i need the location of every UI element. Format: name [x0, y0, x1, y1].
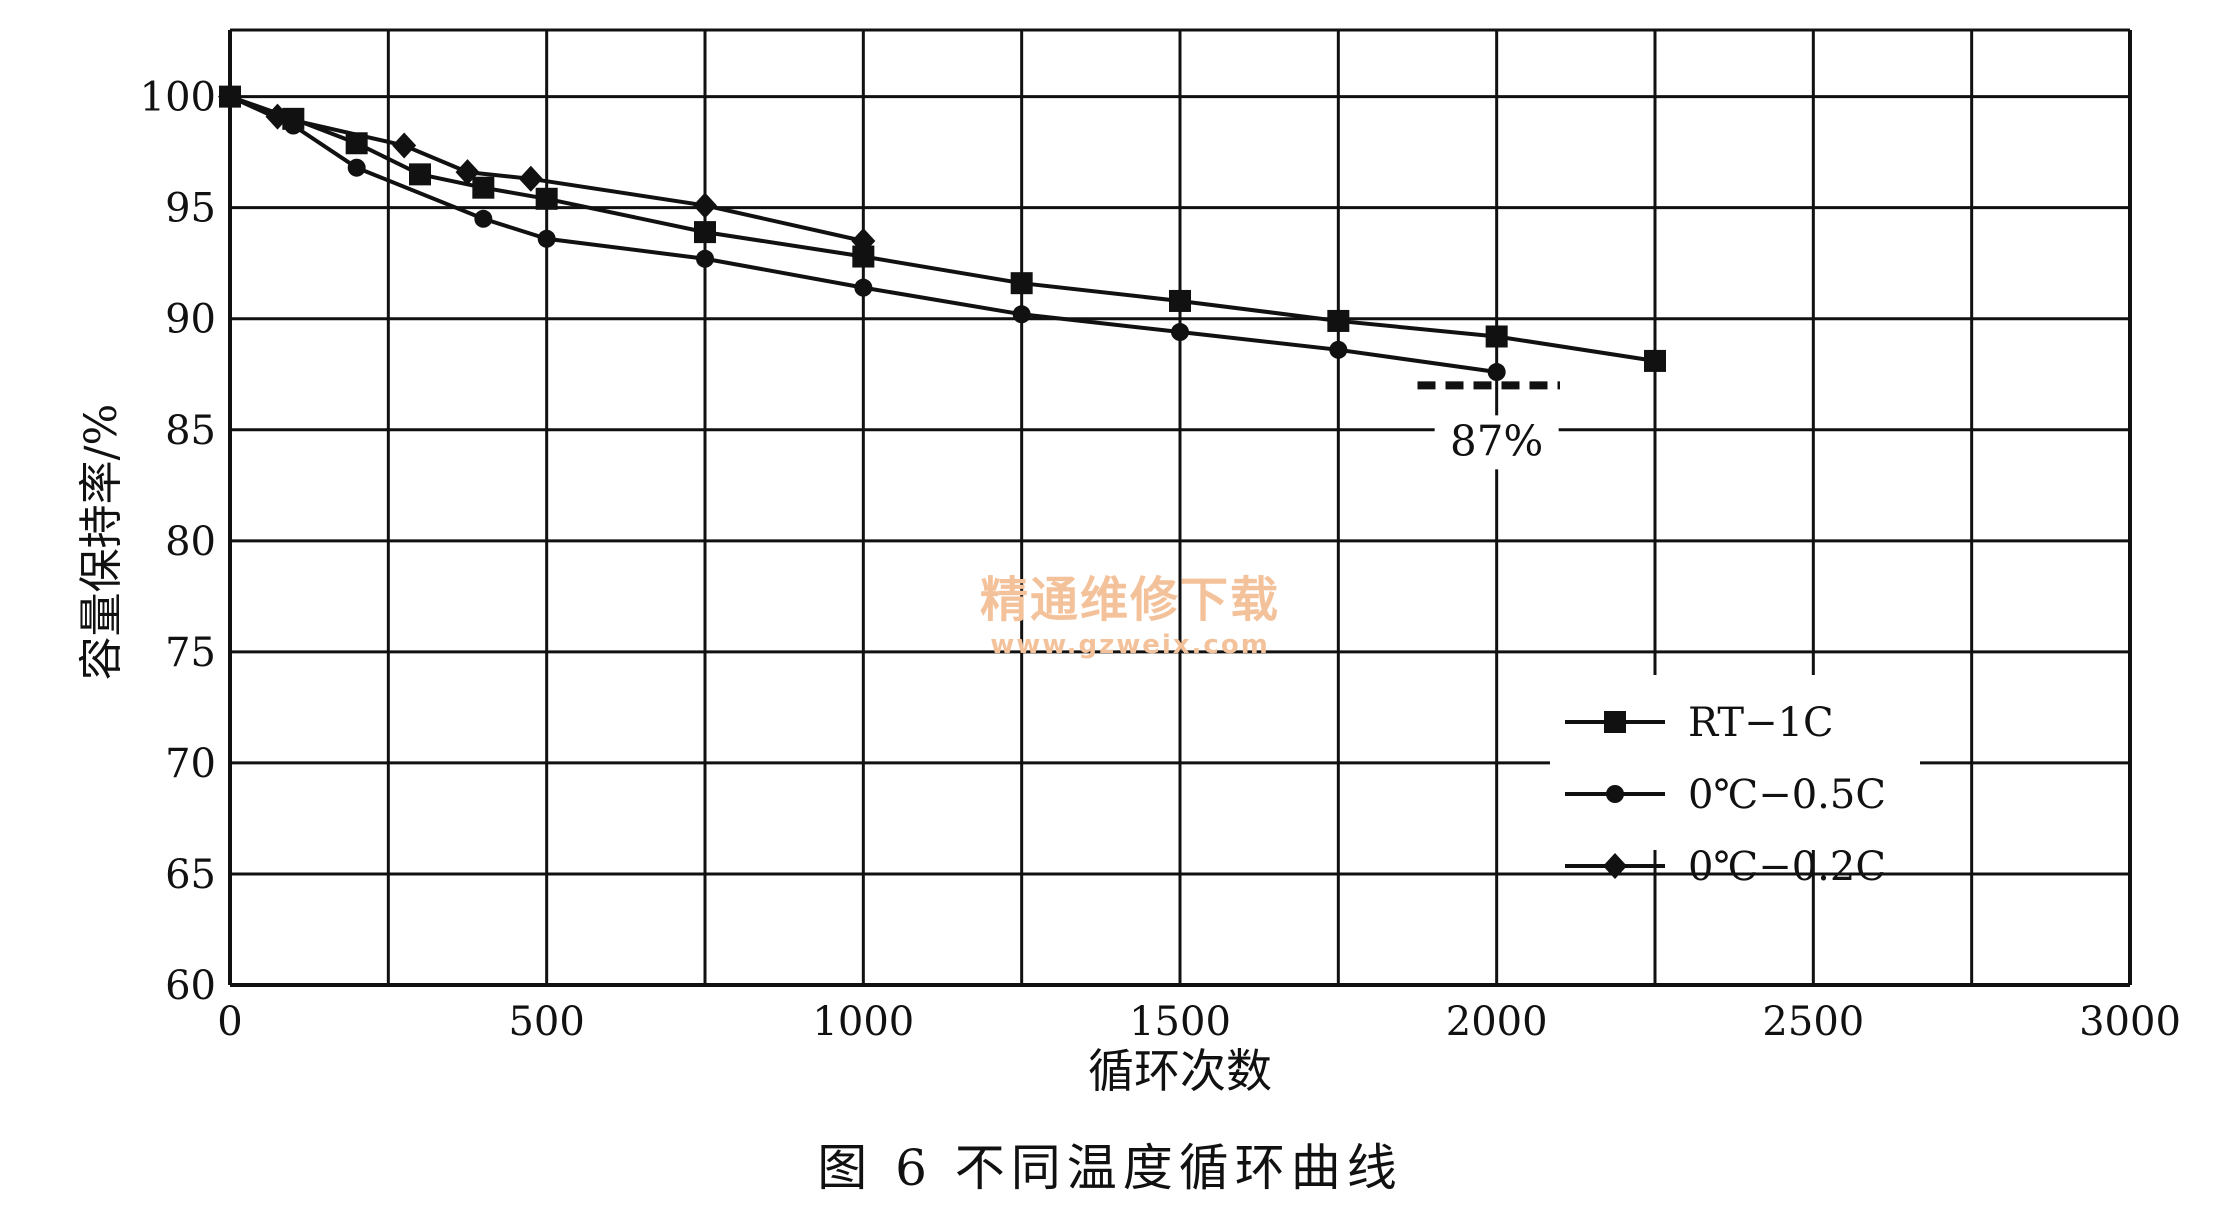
data-point-diamond	[392, 132, 417, 159]
y-tick-label: 60	[165, 963, 216, 1009]
data-point-square	[472, 176, 495, 199]
annotation: 87%	[1417, 381, 1560, 470]
y-tick-label: 75	[165, 630, 216, 676]
data-series	[218, 83, 1666, 382]
axes	[228, 30, 2132, 987]
data-point-square	[1169, 289, 1191, 312]
data-point-diamond	[851, 227, 876, 254]
data-point-circle	[854, 278, 873, 297]
tick-labels: 0 500 1000 1500 2000 2500 3000 60 65 70 75 80 85 90 95…	[140, 75, 2181, 1045]
legend-marker-diamond	[1603, 853, 1627, 879]
data-point-circle	[474, 209, 493, 228]
data-point-diamond	[265, 103, 290, 130]
x-tick-label: 1500	[1129, 999, 1231, 1045]
data-point-square	[1327, 309, 1350, 332]
x-tick-label: 500	[508, 999, 584, 1045]
data-point-square	[1485, 325, 1508, 348]
y-tick-label: 85	[165, 408, 216, 454]
data-point-circle	[347, 158, 366, 177]
data-point-square	[1644, 349, 1666, 372]
data-point-square	[1010, 272, 1033, 295]
data-point-diamond	[693, 192, 717, 219]
y-tick-label: 65	[165, 852, 216, 898]
data-point-circle	[1012, 305, 1031, 324]
series-diamond	[218, 83, 876, 254]
data-point-circle	[537, 229, 556, 248]
y-tick-label: 70	[165, 741, 216, 787]
y-tick-label: 90	[165, 297, 216, 343]
data-point-square	[535, 187, 558, 210]
x-tick-label: 2500	[1762, 999, 1864, 1045]
data-point-circle	[1171, 323, 1189, 342]
legend-marker-square	[1604, 711, 1626, 733]
series-square	[219, 85, 1666, 372]
y-tick-label: 80	[165, 519, 216, 565]
legend-label: 0℃−0.5C	[1688, 772, 1886, 818]
legend-label: 0℃−0.2C	[1688, 844, 1886, 890]
y-axis-label: 容量保持率/%	[76, 404, 127, 681]
data-point-square	[852, 245, 875, 268]
data-point-circle	[696, 249, 714, 268]
series-line	[229, 94, 1656, 363]
figure-caption: 图 6 不同温度循环曲线	[817, 1139, 1403, 1197]
legend-entry: 0℃−0.2C	[1565, 844, 1886, 890]
annotation-label-bg	[1434, 415, 1559, 470]
x-tick-label: 3000	[2079, 999, 2181, 1045]
legend-label: RT−1C	[1688, 700, 1834, 746]
legend-marker-circle	[1606, 785, 1624, 803]
data-point-square	[694, 221, 716, 244]
legend-entry: 0℃−0.5C	[1565, 772, 1886, 818]
data-point-diamond	[518, 165, 543, 192]
x-tick-label: 0	[217, 999, 242, 1045]
data-point-circle	[1487, 363, 1506, 382]
legend: RT−1C 0℃−0.5C 0℃−0.2C	[1550, 675, 1920, 890]
data-point-diamond	[218, 83, 242, 110]
data-point-square	[409, 163, 431, 186]
legend-entry: RT−1C	[1565, 700, 1834, 746]
x-tick-label: 1000	[812, 999, 914, 1045]
x-axis-label: 循环次数	[1088, 1044, 1272, 1098]
data-point-diamond	[455, 159, 480, 186]
y-tick-label: 100	[140, 75, 216, 121]
annotation-label: 87%	[1450, 416, 1543, 465]
x-tick-label: 2000	[1446, 999, 1548, 1045]
series-circle	[221, 87, 1506, 382]
y-tick-label: 95	[165, 186, 216, 232]
data-point-circle	[1329, 340, 1348, 359]
legend-background	[1550, 675, 1920, 850]
